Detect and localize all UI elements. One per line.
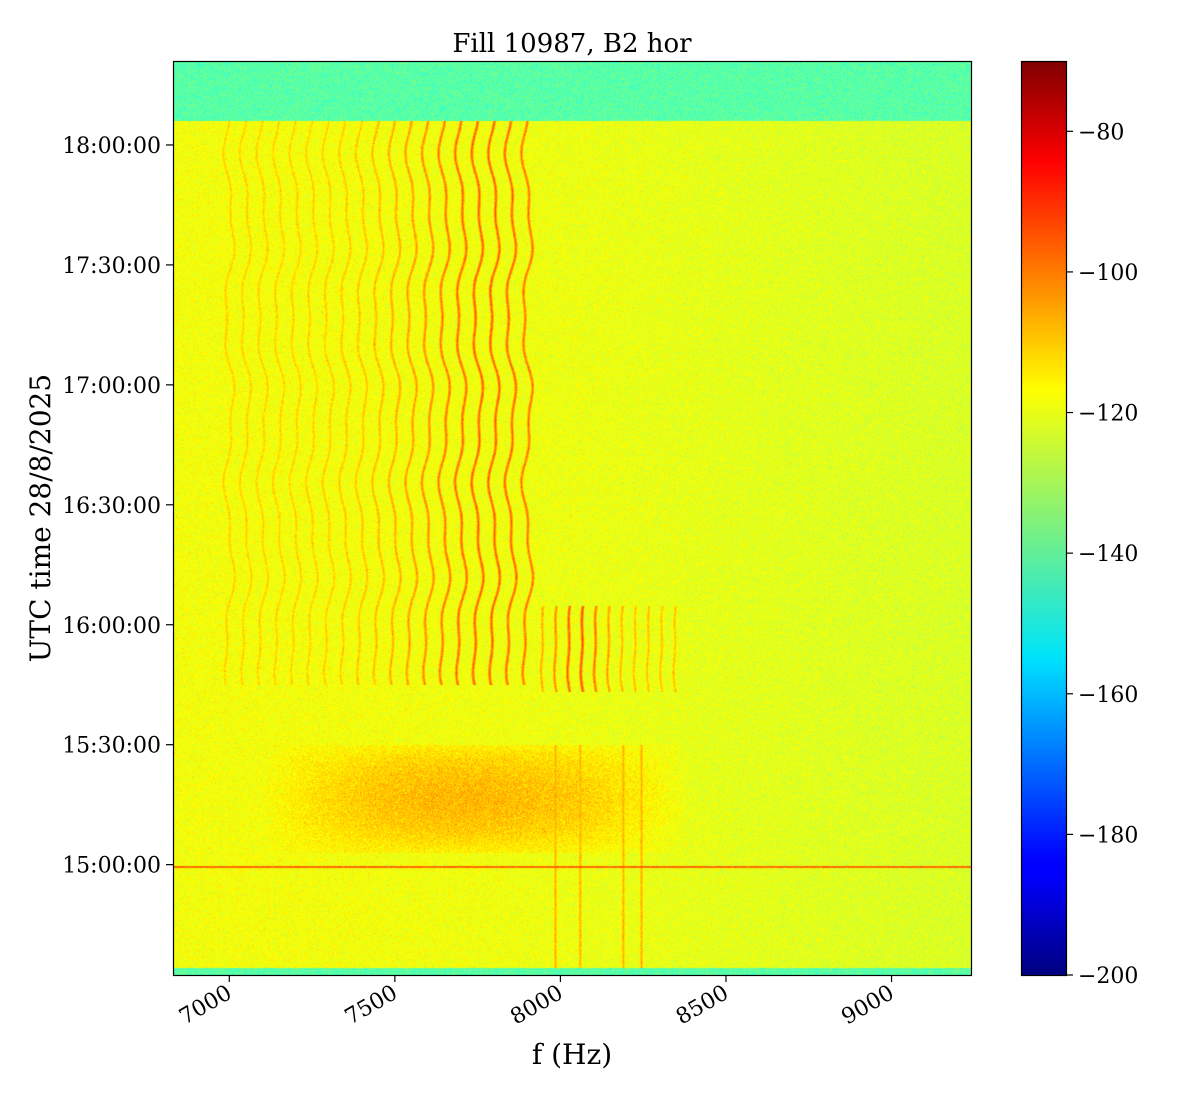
y-tick-label: 17:30:00 [62,254,161,279]
spectrogram-heatmap [173,61,971,975]
x-tick-label: 9000 [838,981,899,1031]
y-axis-label: UTC time 28/8/2025 [24,374,57,662]
colorbar-tick-label: −140 [1078,542,1138,567]
plot-frame [172,60,973,977]
colorbar-tick-label: −120 [1078,402,1138,427]
x-tick-label: 8500 [672,981,733,1031]
x-tick-label: 7500 [341,981,402,1031]
colorbar-tick-label: −160 [1078,683,1138,708]
y-tick-label: 16:30:00 [62,494,161,519]
y-tick-label: 16:00:00 [62,614,161,639]
y-axis-ticks: 15:00:00 15:30:00 16:00:00 16:30:00 17:00:00… [62,134,173,879]
x-axis-label: f (Hz) [532,1038,612,1071]
spectrogram-plot-area [173,61,971,975]
x-axis-ticks: 7000 7500 8000 8500 9000 [175,975,899,1031]
x-tick-label: 8000 [506,981,567,1031]
x-tick-label: 7000 [175,981,236,1031]
colorbar-tick-label: −80 [1078,120,1124,145]
y-tick-label: 17:00:00 [62,374,161,399]
colorbar-tick-label: −100 [1078,261,1138,286]
y-tick-label: 15:00:00 [62,854,161,879]
chart-title: Fill 10987, B2 hor [452,29,692,59]
y-tick-label: 15:30:00 [62,734,161,759]
colorbar-tick-label: −180 [1078,823,1138,848]
colorbar [1021,61,1066,975]
colorbar-ticks: −200 −180 −160 −140 −120 −100 −80 [1066,120,1138,989]
y-tick-label: 18:00:00 [62,134,161,159]
colorbar-frame [1020,60,1068,977]
colorbar-tick-label: −200 [1078,964,1138,989]
